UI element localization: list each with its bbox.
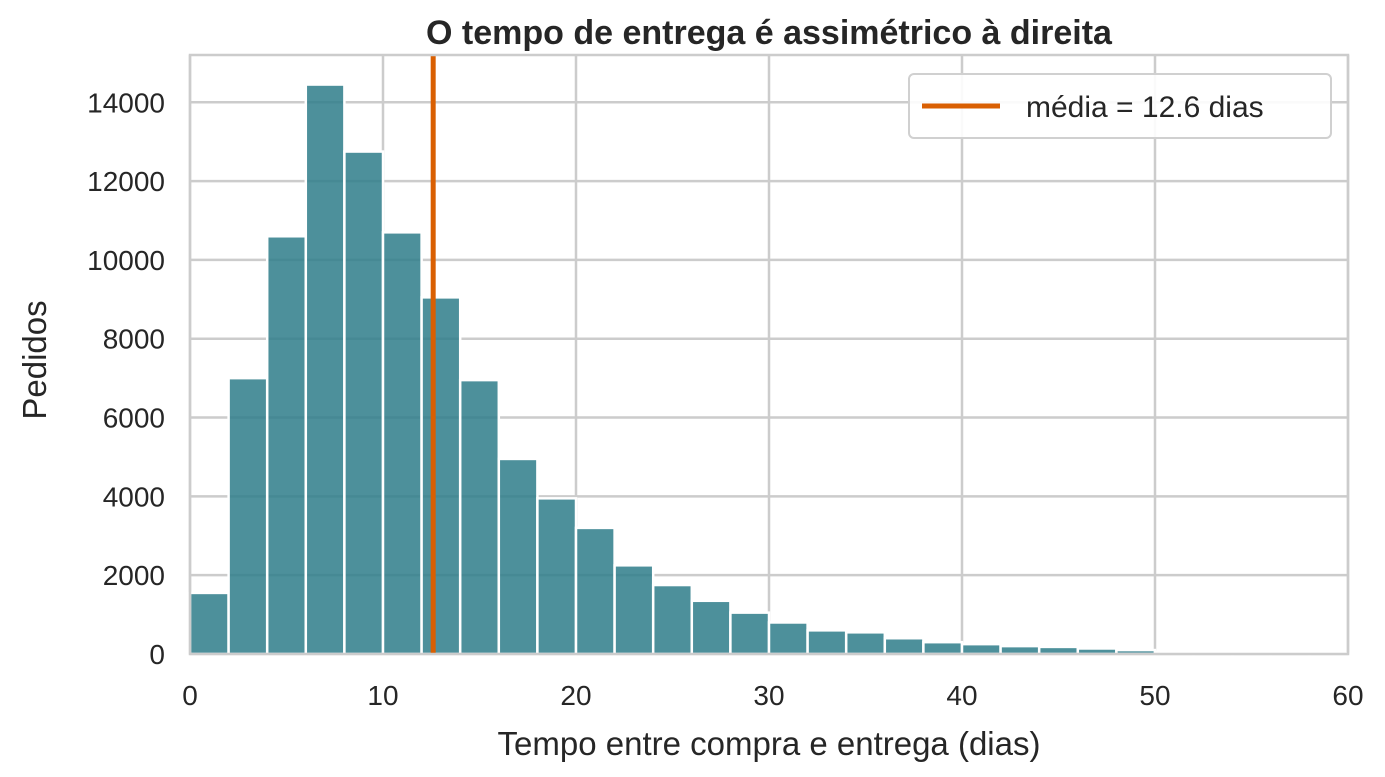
bars — [188, 83, 1350, 656]
x-axis-ticks: 0 10 20 30 40 50 60 — [182, 680, 1363, 711]
histogram-bar — [960, 642, 1002, 656]
x-tick-label: 0 — [182, 680, 198, 711]
x-axis-label: Tempo entre compra e entrega (dias) — [498, 725, 1041, 762]
x-tick-label: 10 — [367, 680, 398, 711]
histogram-bar — [729, 611, 771, 656]
x-tick-label: 40 — [946, 680, 977, 711]
x-tick-label: 60 — [1332, 680, 1363, 711]
histogram-bar — [188, 591, 230, 656]
histogram-bar — [883, 636, 925, 656]
legend: média = 12.6 dias — [908, 73, 1332, 139]
x-tick-label: 20 — [560, 680, 591, 711]
histogram-bar — [343, 150, 385, 656]
histogram-bar — [613, 564, 655, 656]
y-axis-ticks: 0 2000 4000 6000 8000 10000 12000 14000 — [87, 87, 165, 670]
chart-title: O tempo de entrega é assimétrico à direi… — [426, 14, 1113, 52]
histogram-bar — [806, 629, 848, 656]
histogram-bar — [574, 526, 616, 656]
y-tick-label: 8000 — [103, 324, 165, 355]
histogram-bar — [497, 457, 539, 656]
y-tick-label: 12000 — [87, 166, 165, 197]
histogram-bar — [420, 296, 462, 656]
y-tick-label: 14000 — [87, 87, 165, 118]
y-tick-label: 10000 — [87, 245, 165, 276]
histogram-bar — [690, 599, 732, 656]
y-tick-label: 0 — [149, 639, 165, 670]
histogram-bar — [844, 631, 887, 656]
plot-frame — [188, 53, 1350, 656]
x-tick-label: 30 — [753, 680, 784, 711]
legend-box — [908, 73, 1332, 139]
y-tick-label: 6000 — [103, 403, 165, 434]
legend-label: média = 12.6 dias — [1026, 91, 1264, 124]
histogram-bar — [265, 235, 308, 656]
histogram-bar — [767, 621, 809, 656]
histogram-bar — [651, 583, 694, 656]
y-tick-label: 4000 — [103, 481, 165, 512]
x-tick-label: 50 — [1139, 680, 1170, 711]
y-axis-label: Pedidos — [16, 300, 53, 419]
histogram-bar — [381, 231, 423, 656]
histogram-bar — [536, 497, 578, 656]
histogram-bar — [227, 376, 269, 656]
histogram-bar — [922, 640, 964, 656]
histogram-bar — [304, 83, 346, 656]
y-tick-label: 2000 — [103, 560, 165, 591]
histogram-bar — [458, 378, 501, 656]
